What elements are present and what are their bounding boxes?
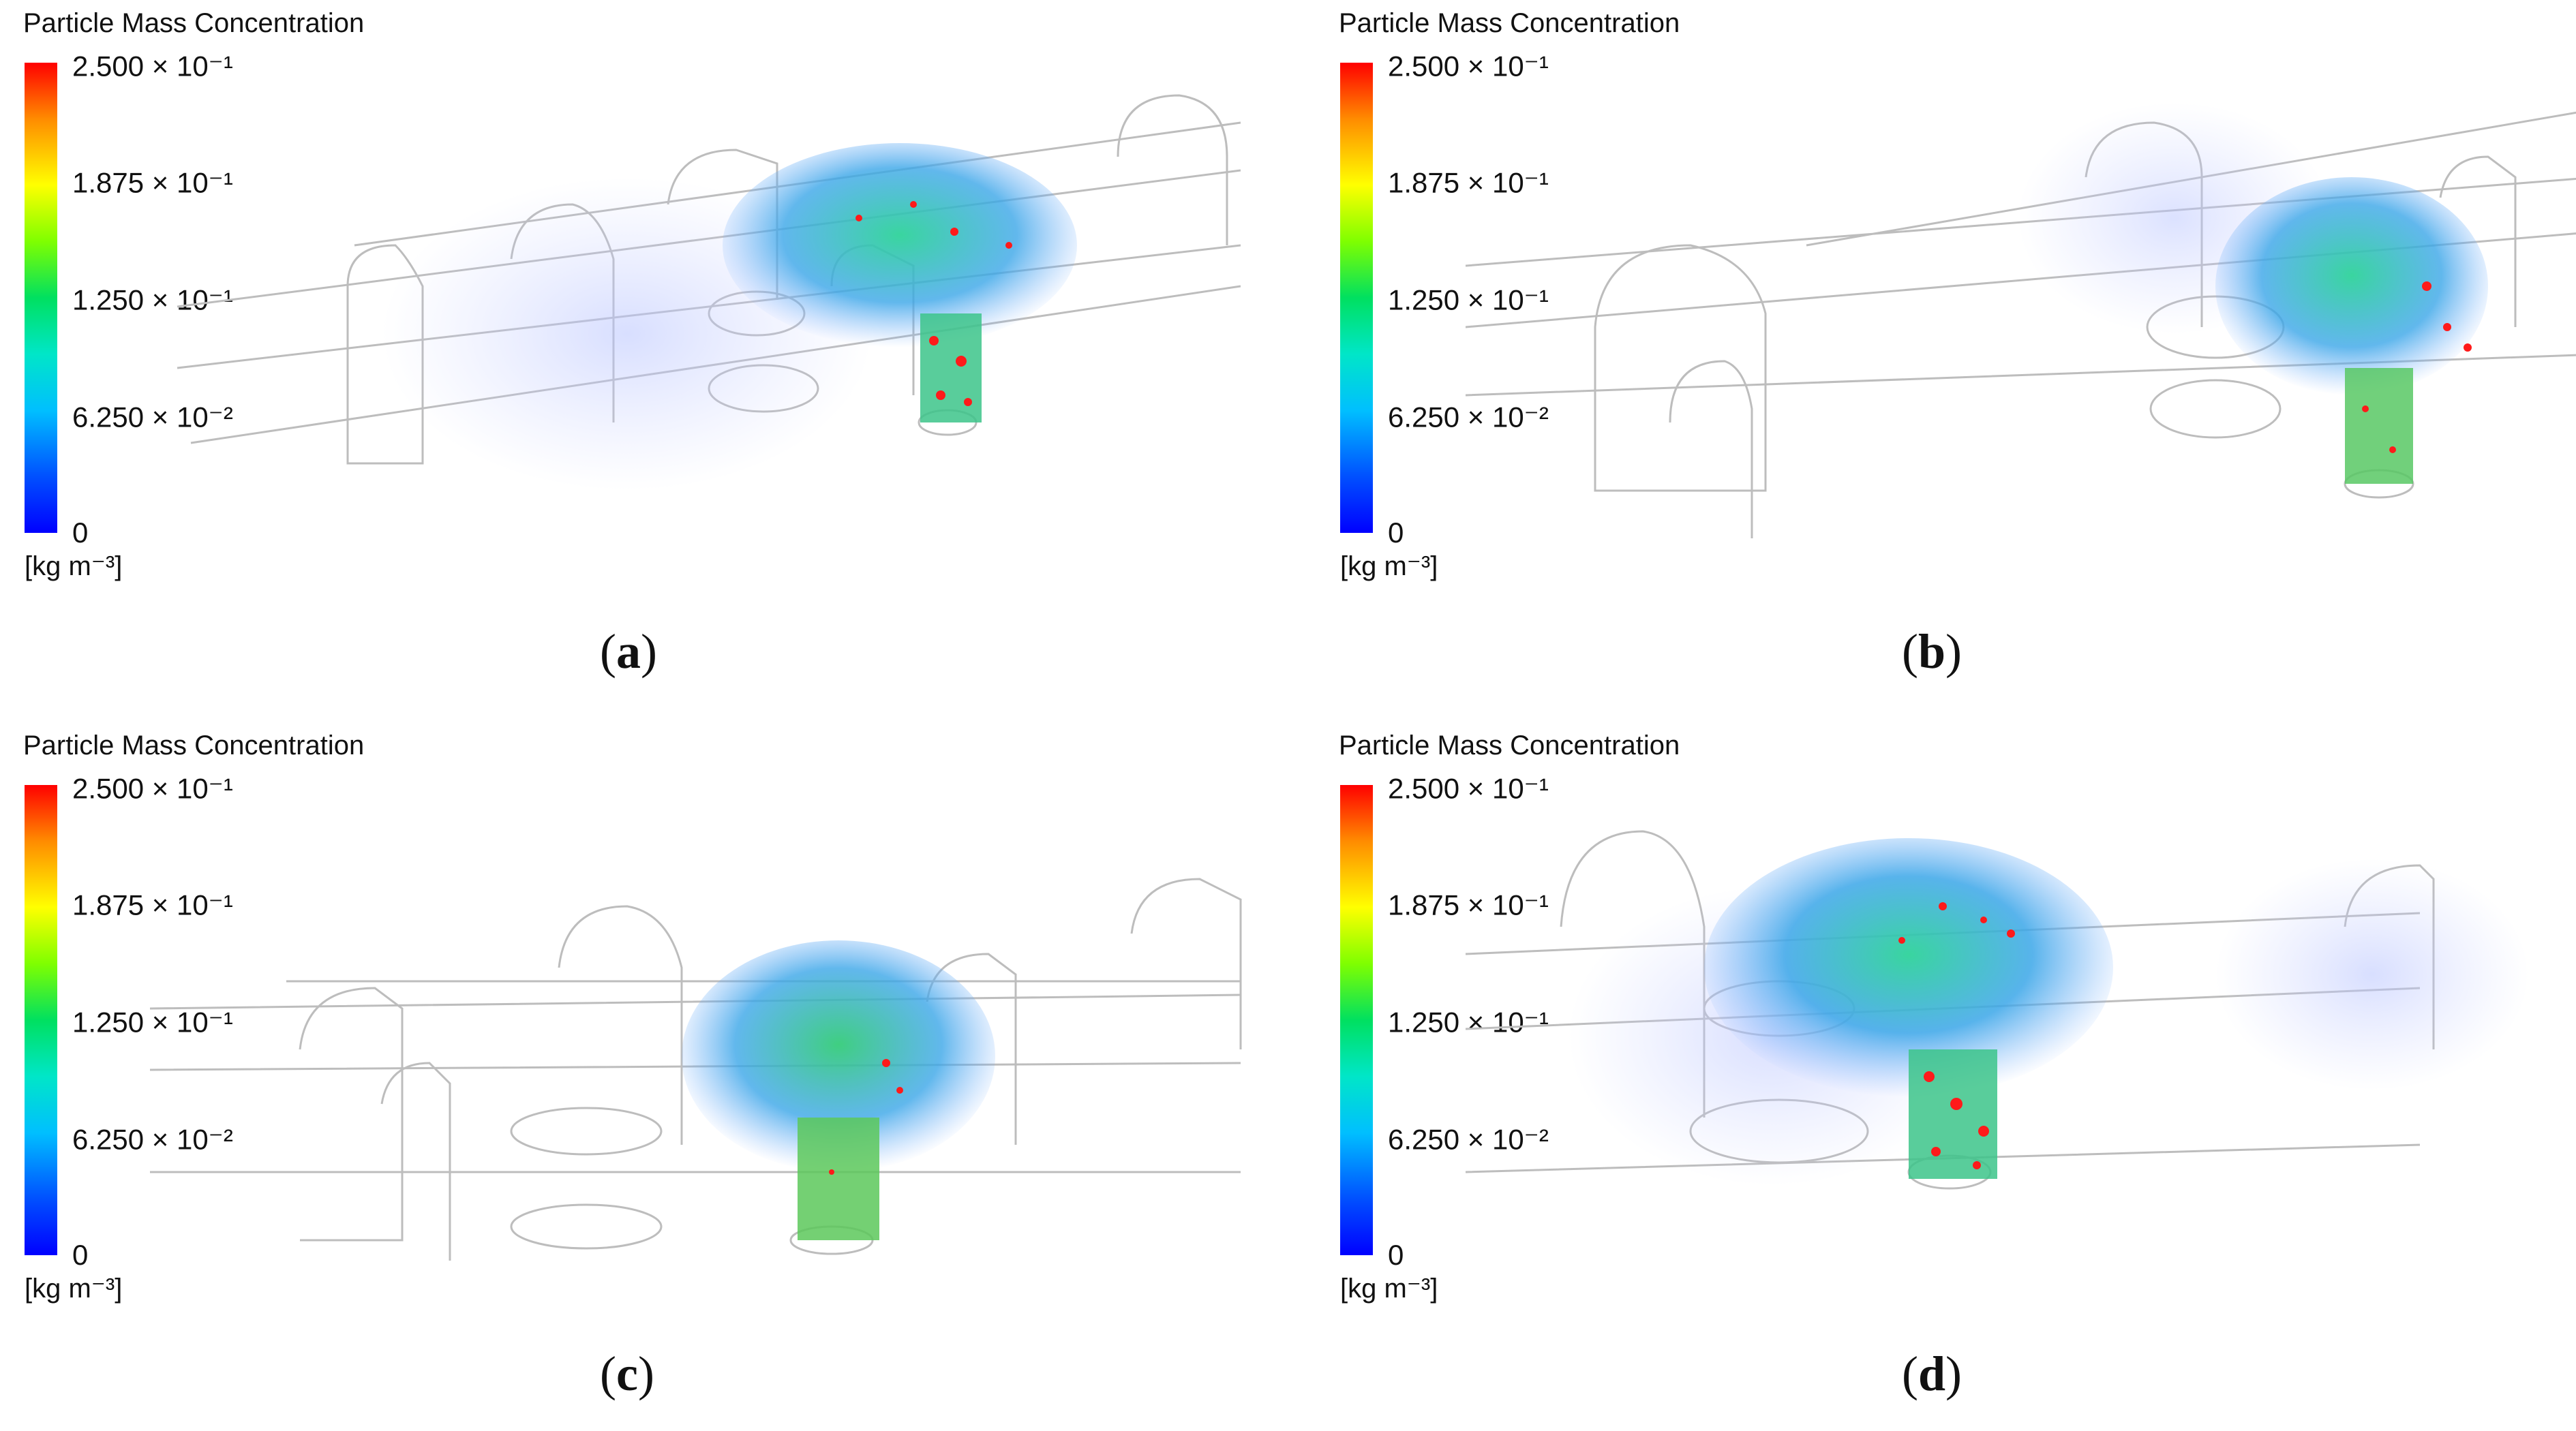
legend-title: Particle Mass Concentration [23, 730, 365, 760]
legend-tick-3: 1.250 × 10⁻¹ [72, 283, 233, 316]
panel-letter: c [616, 1347, 638, 1401]
color-scale-bar [1340, 63, 1373, 533]
simulation-render [1466, 102, 2576, 538]
panel-letter: b [1918, 624, 1946, 679]
legend-tick-4: 6.250 × 10⁻² [72, 1123, 233, 1156]
legend-tick-2: 1.875 × 10⁻¹ [1388, 889, 1549, 921]
legend-tick-4: 6.250 × 10⁻² [1388, 1123, 1549, 1156]
legend-unit: [kg m⁻³] [25, 551, 123, 581]
color-scale-bar [25, 785, 57, 1255]
legend-tick-min: 0 [1388, 1239, 1404, 1271]
panel-caption: (b) [1902, 624, 1963, 679]
simulation-render [150, 878, 1242, 1261]
legend-unit: [kg m⁻³] [1340, 1274, 1438, 1304]
legend-unit: [kg m⁻³] [1340, 551, 1438, 581]
color-scale-bar [1340, 785, 1373, 1255]
panel-letter: a [616, 624, 641, 679]
legend-title: Particle Mass Concentration [23, 8, 365, 38]
legend-tick-min: 0 [72, 1239, 89, 1271]
legend-tick-2: 1.875 × 10⁻¹ [72, 166, 233, 199]
simulation-render [1466, 830, 2529, 1190]
legend-tick-min: 0 [1388, 517, 1404, 549]
legend-tick-4: 6.250 × 10⁻² [72, 401, 233, 433]
legend-title: Particle Mass Concentration [1339, 8, 1680, 38]
legend-tick-max: 2.500 × 10⁻¹ [1388, 50, 1549, 82]
panel-letter: d [1918, 1347, 1946, 1401]
panel-d: Particle Mass Concentration 2.500 × 10⁻¹… [1316, 722, 2576, 1431]
panel-a: Particle Mass Concentration 2.500 × 10⁻¹… [0, 0, 1282, 709]
legend-tick-3: 1.250 × 10⁻¹ [1388, 283, 1549, 316]
panel-caption: (a) [600, 624, 657, 679]
panel-caption: (c) [600, 1347, 654, 1401]
legend-tick-min: 0 [72, 517, 89, 549]
simulation-render [177, 94, 1241, 491]
legend-unit: [kg m⁻³] [25, 1274, 123, 1304]
legend-tick-3: 1.250 × 10⁻¹ [72, 1006, 233, 1038]
legend-tick-3: 1.250 × 10⁻¹ [1388, 1006, 1549, 1038]
panel-caption: (d) [1902, 1347, 1963, 1401]
legend-title: Particle Mass Concentration [1339, 730, 1680, 760]
legend-tick-4: 6.250 × 10⁻² [1388, 401, 1549, 433]
panel-b: Particle Mass Concentration 2.500 × 10⁻¹… [1316, 0, 2576, 709]
panel-c: Particle Mass Concentration 2.500 × 10⁻¹… [0, 722, 1282, 1431]
legend-tick-max: 2.500 × 10⁻¹ [1388, 772, 1549, 805]
legend-tick-2: 1.875 × 10⁻¹ [72, 889, 233, 921]
legend-tick-max: 2.500 × 10⁻¹ [72, 50, 233, 82]
legend-tick-max: 2.500 × 10⁻¹ [72, 772, 233, 805]
legend-tick-2: 1.875 × 10⁻¹ [1388, 166, 1549, 199]
color-scale-bar [25, 63, 57, 533]
